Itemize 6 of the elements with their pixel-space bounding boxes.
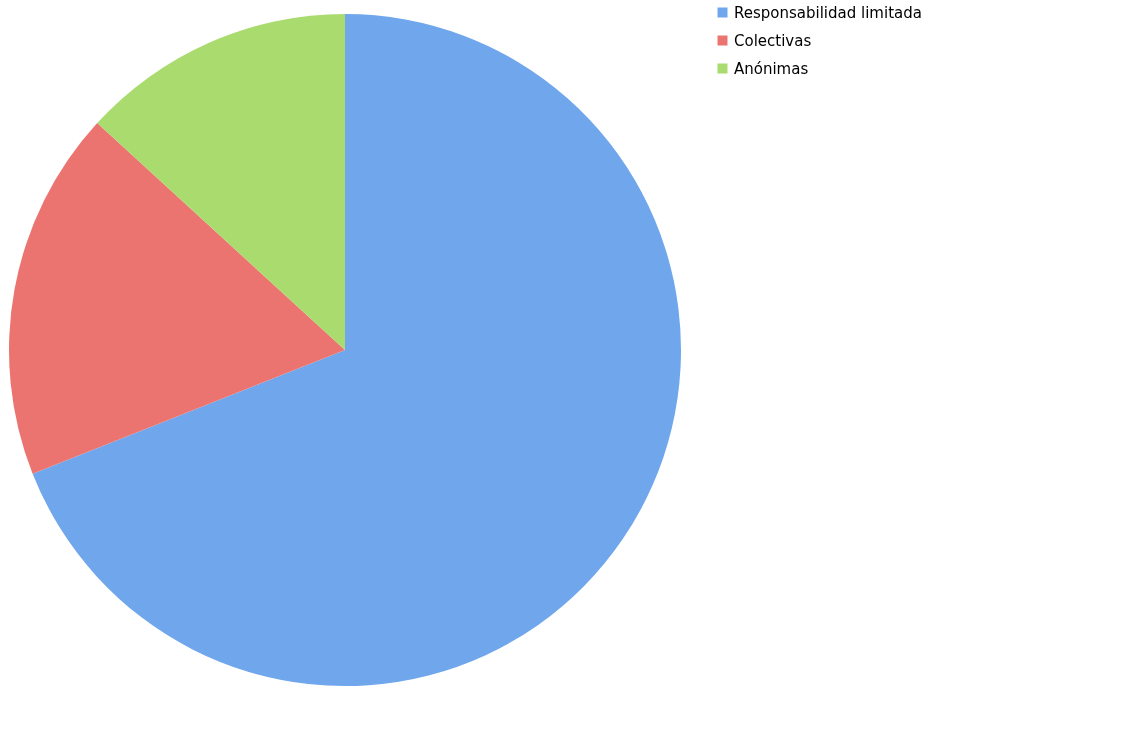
legend-label: Anónimas (734, 59, 809, 78)
legend-label: Colectivas (734, 31, 812, 50)
pie-slice (97, 14, 345, 350)
pie-slice (9, 123, 345, 474)
pie-slice (32, 14, 681, 686)
legend-label: Responsabilidad limitada (734, 3, 922, 22)
